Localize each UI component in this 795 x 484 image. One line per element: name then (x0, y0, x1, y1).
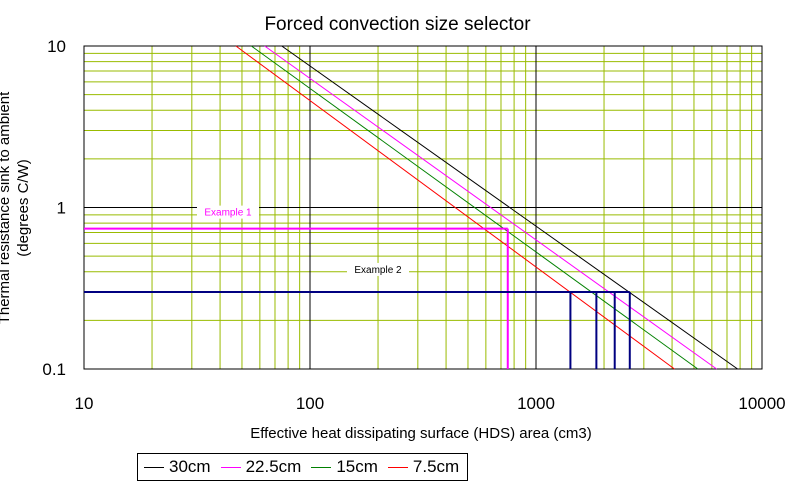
legend-item-30cm: 30cm (144, 457, 211, 477)
legend-label: 15cm (336, 457, 378, 476)
series-line-7-5cm (235, 45, 675, 370)
chart-title: Forced convection size selector (264, 14, 531, 35)
y-axis-label-line-1: Thermal resistance sink to ambient (0, 91, 13, 325)
x-tick-label: 10000 (738, 394, 785, 413)
series-lines (235, 45, 738, 370)
legend-label: 22.5cm (245, 457, 302, 476)
series-line-22-5cm (264, 45, 717, 370)
example-1-label-bg (197, 205, 259, 219)
legend-item-15cm: 15cm (311, 457, 378, 477)
y-tick-label: 10 (47, 37, 66, 56)
x-tick-label: 100 (296, 394, 324, 413)
tick-labels: 10 100 1000 10000 0.1 1 10 (42, 37, 785, 413)
legend-item-7-5cm: 7.5cm (387, 457, 460, 477)
series-line-30cm (281, 45, 738, 370)
y-axis-label-line-2: (degrees C/W) (15, 159, 32, 257)
x-axis-label: Effective heat dissipating surface (HDS)… (250, 425, 592, 442)
example-2-label: Example 2 (354, 265, 402, 276)
example-2-label-bg (347, 262, 409, 276)
legend-swatch (220, 466, 241, 468)
legend-label: 30cm (169, 457, 211, 476)
legend-item-22-5cm: 22.5cm (220, 457, 302, 477)
legend: 30cm 22.5cm 15cm 7.5cm (137, 453, 469, 481)
legend-swatch (144, 466, 164, 468)
series-line-15cm (251, 45, 699, 370)
example-1-label: Example 1 (204, 208, 252, 219)
y-tick-label: 0.1 (42, 360, 66, 379)
x-tick-label: 1000 (517, 394, 555, 413)
y-tick-label: 1 (57, 199, 66, 218)
legend-swatch (387, 466, 408, 468)
annotations: Example 1 Example 2 (84, 205, 631, 369)
legend-swatch (311, 466, 332, 468)
legend-label: 7.5cm (412, 457, 460, 476)
x-tick-label: 10 (75, 394, 94, 413)
